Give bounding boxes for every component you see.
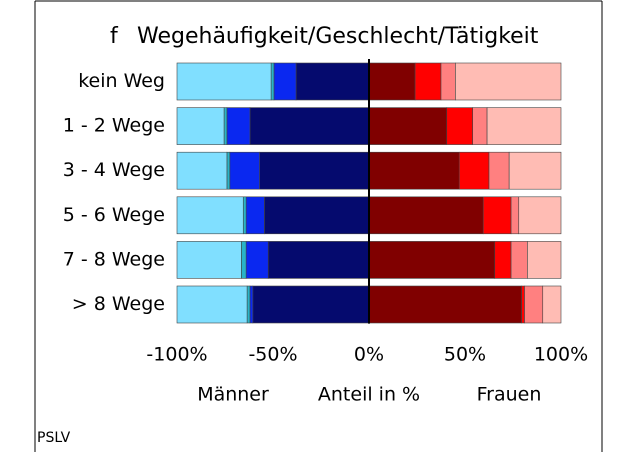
bar-segment <box>273 62 297 101</box>
bar-segment <box>295 62 370 101</box>
bar-segment <box>524 285 544 324</box>
bar-segment <box>259 151 370 190</box>
bar-segment <box>508 151 562 190</box>
bar-segment <box>267 241 370 279</box>
bar-segment <box>176 241 242 279</box>
bar-segment <box>368 62 416 101</box>
category-label: > 8 Wege <box>72 293 165 315</box>
bar-segment <box>527 241 562 279</box>
x-tick-label: 100% <box>534 344 588 366</box>
bar-segment <box>242 196 247 235</box>
footer: PSLV <box>37 430 71 446</box>
bar-segment <box>368 285 522 324</box>
bar-segment <box>176 62 272 101</box>
chart-title: Wegehäufigkeit/Geschlecht/Tätigkeit <box>137 24 539 49</box>
bar-segment <box>472 107 488 145</box>
bar-segment <box>446 107 473 145</box>
bar-segment <box>229 151 260 190</box>
bar-segment <box>494 241 512 279</box>
bar-segment <box>245 196 265 235</box>
bar-segment <box>518 196 562 235</box>
bar-segment <box>510 196 520 235</box>
bar-segment <box>226 107 251 145</box>
category-label: 3 - 4 Wege <box>63 159 165 181</box>
bar-segment <box>458 151 490 190</box>
bar-segment <box>486 107 562 145</box>
bar-segment <box>521 285 525 324</box>
bar-segment <box>542 285 562 324</box>
bar-segment <box>270 62 275 101</box>
bar-segment <box>252 285 370 324</box>
x-tick-label: -50% <box>248 344 297 366</box>
bar-segment <box>482 196 512 235</box>
bar-segment <box>223 107 228 145</box>
bar-segment <box>368 151 460 190</box>
x-axis-label: Männer <box>197 384 269 406</box>
bar-segment <box>176 107 225 145</box>
bar-segment <box>176 285 248 324</box>
bar-segment <box>249 285 254 324</box>
bar-segment <box>176 151 228 190</box>
category-label: 7 - 8 Wege <box>63 248 165 270</box>
panel-label: f <box>110 24 119 49</box>
bar-segment <box>249 107 370 145</box>
bar-segment <box>440 62 456 101</box>
bar-segment <box>368 241 496 279</box>
bar-segment <box>368 107 448 145</box>
bar-segment <box>245 241 269 279</box>
bar-segment <box>510 241 528 279</box>
bar-segment <box>241 241 247 279</box>
category-label: 1 - 2 Wege <box>63 115 165 137</box>
bar-segment <box>414 62 442 101</box>
bar-segment <box>488 151 510 190</box>
category-label: kein Weg <box>78 70 165 92</box>
category-label: 5 - 6 Wege <box>63 204 165 226</box>
bar-segment <box>226 151 231 190</box>
x-tick-label: 0% <box>354 344 384 366</box>
x-axis-label: Frauen <box>477 384 542 406</box>
x-axis-label: Anteil in % <box>318 384 420 406</box>
bar-segment <box>368 196 484 235</box>
bar-segment <box>176 196 244 235</box>
bar-segment <box>455 62 562 101</box>
bar-segment <box>246 285 251 324</box>
bar-segment <box>264 196 370 235</box>
x-tick-label: 50% <box>444 344 486 366</box>
x-tick-label: -100% <box>146 344 207 366</box>
